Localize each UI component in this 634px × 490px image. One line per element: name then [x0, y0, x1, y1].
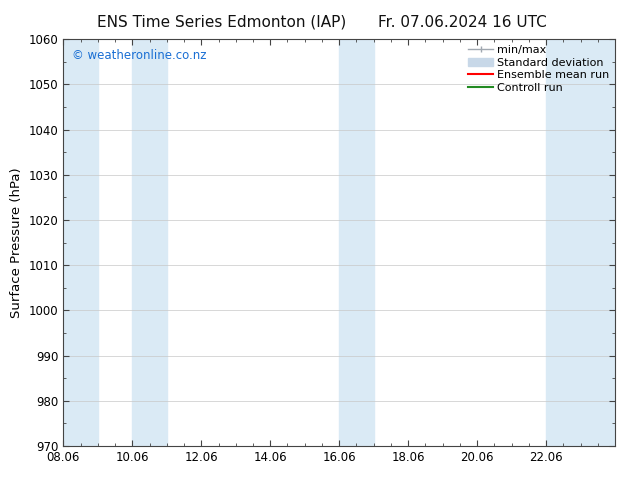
Text: © weatheronline.co.nz: © weatheronline.co.nz: [72, 49, 206, 62]
Bar: [339, 39, 373, 446]
Bar: [133, 39, 167, 446]
Bar: [546, 39, 615, 446]
Legend: min/max, Standard deviation, Ensemble mean run, Controll run: min/max, Standard deviation, Ensemble me…: [466, 43, 612, 96]
Bar: [63, 39, 98, 446]
Text: ENS Time Series Edmonton (IAP): ENS Time Series Edmonton (IAP): [97, 15, 347, 30]
Y-axis label: Surface Pressure (hPa): Surface Pressure (hPa): [10, 167, 23, 318]
Text: Fr. 07.06.2024 16 UTC: Fr. 07.06.2024 16 UTC: [378, 15, 547, 30]
